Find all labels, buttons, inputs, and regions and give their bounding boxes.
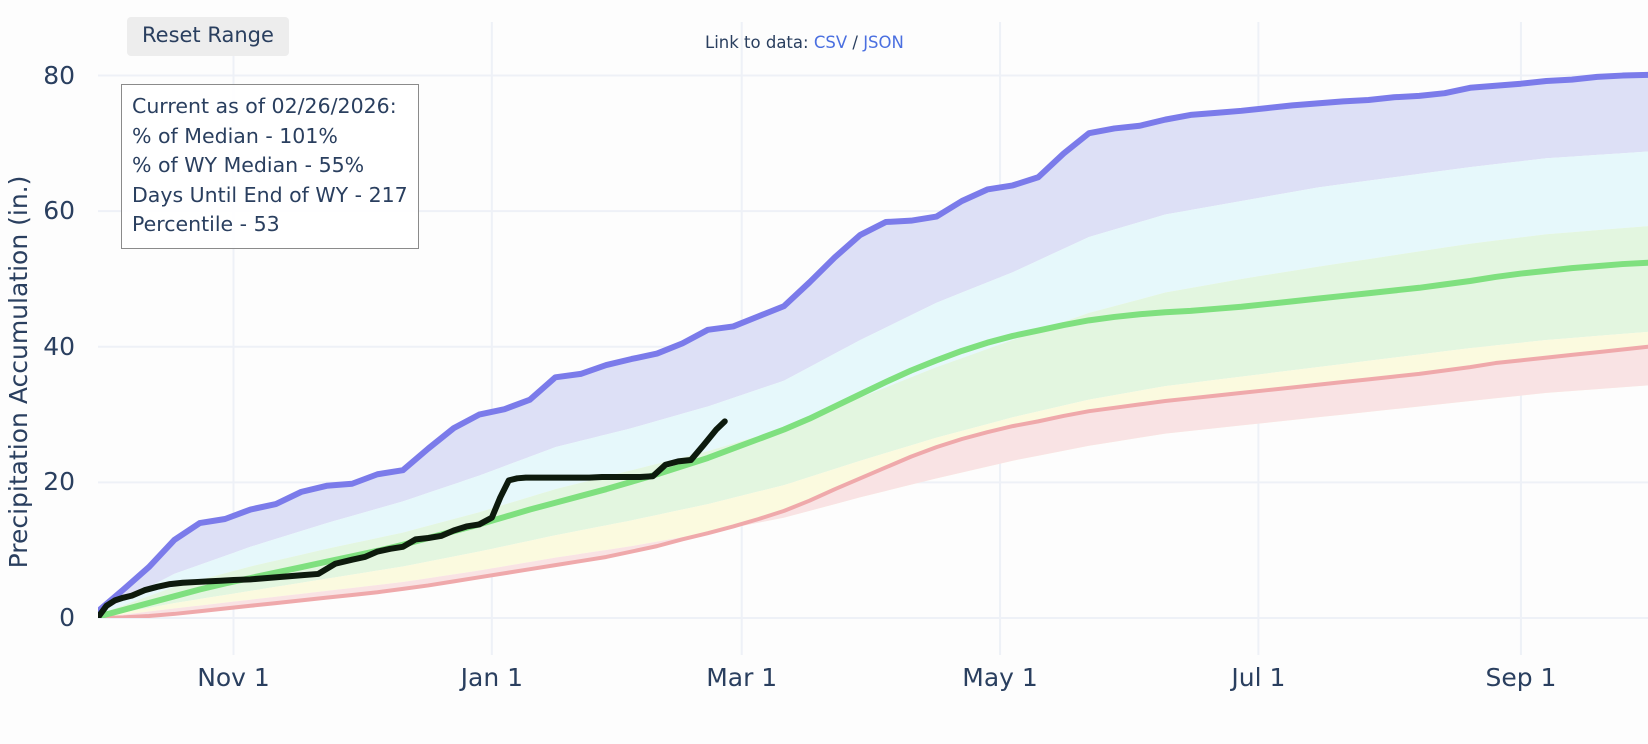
annotation-line-2: % of WY Median - 55% [132,153,365,177]
band-70-to-90 [98,151,1648,615]
median-line [98,259,1648,618]
annotation-line-1: % of Median - 101% [132,123,338,148]
series-lines [98,71,1648,618]
observed-line [98,418,728,618]
annotation-line-0: Current as of 02/26/2026: [132,94,397,118]
band-min-to-10 [98,346,1648,618]
annotation-line-4: Percentile - 53 [132,212,280,236]
minimum-line [98,344,1648,618]
current-status-annotation: Current as of 02/26/2026: % of Median - 1… [121,84,419,249]
link-to-data-label: Link to data: [705,33,809,52]
reset-range-button[interactable]: Reset Range [127,17,289,56]
annotation-line-3: Days Until End of WY - 217 [132,182,408,207]
band-90-to-max [98,74,1648,614]
link-to-data: Link to data: CSV / JSON [705,32,904,54]
link-separator: / [852,33,858,52]
maximum-line [98,71,1648,615]
json-link[interactable]: JSON [863,33,904,52]
csv-link[interactable]: CSV [813,33,848,52]
